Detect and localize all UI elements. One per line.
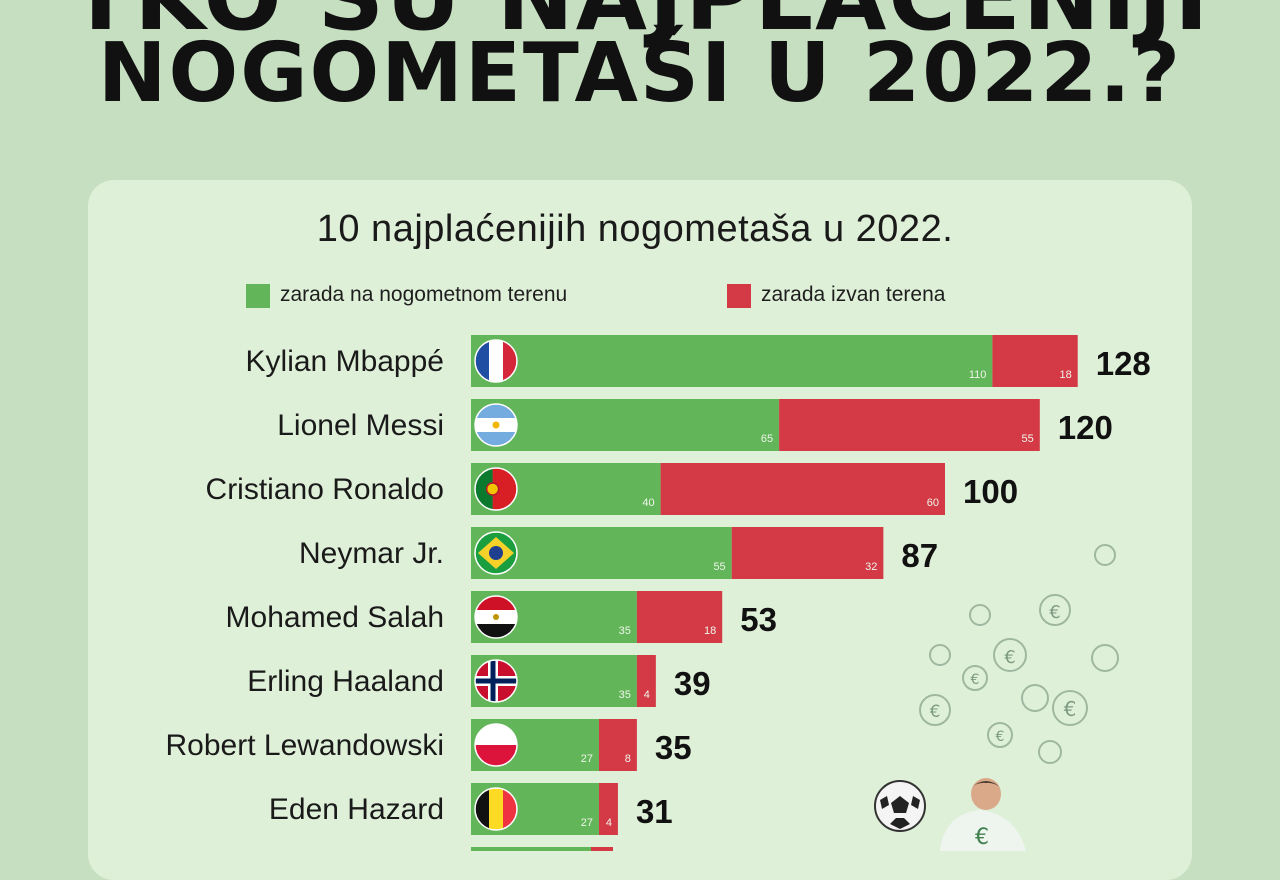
legend-swatch-on-field bbox=[246, 284, 270, 308]
bar-chart: Kylian Mbappé 110 18 128 Lionel Messi 65 55 120… bbox=[166, 335, 1151, 851]
player-name: Robert Lewandowski bbox=[166, 729, 444, 762]
flag-icon bbox=[475, 724, 517, 766]
flag-icon-ring bbox=[474, 339, 518, 383]
value-label-on-field: 27 bbox=[581, 753, 593, 765]
flag-icon-ring bbox=[474, 595, 518, 639]
svg-text:€: € bbox=[1064, 697, 1077, 721]
player-name: Mohamed Salah bbox=[226, 601, 444, 634]
bar-off-field bbox=[598, 783, 618, 835]
value-label-on-field: 55 bbox=[713, 561, 725, 573]
legend-label-on-field: zarada na nogometnom terenu bbox=[280, 283, 568, 306]
bar-on-field bbox=[471, 335, 993, 387]
svg-text:€: € bbox=[930, 702, 941, 722]
player-name: Lionel Messi bbox=[277, 409, 444, 442]
bar-partial-off-field bbox=[591, 847, 613, 851]
footballer-illustration: € bbox=[940, 778, 1026, 851]
bar-partial-on-field bbox=[471, 847, 591, 851]
svg-text:€: € bbox=[975, 825, 989, 850]
flag-icon bbox=[475, 468, 517, 510]
flag-icon-ring bbox=[474, 787, 518, 831]
player-name: Cristiano Ronaldo bbox=[206, 473, 444, 506]
total-label: 31 bbox=[636, 793, 673, 830]
value-label-on-field: 40 bbox=[642, 497, 654, 509]
svg-text:€: € bbox=[1049, 602, 1060, 623]
player-name: Kylian Mbappé bbox=[246, 345, 444, 378]
flag-icon-ring bbox=[474, 403, 518, 447]
value-label-off-field: 18 bbox=[1059, 369, 1071, 381]
value-label-on-field: 35 bbox=[619, 625, 631, 637]
legend-label-off-field: zarada izvan terena bbox=[761, 283, 946, 306]
flag-icon-ring bbox=[474, 723, 518, 767]
flag-icon bbox=[475, 532, 517, 574]
value-label-off-field: 18 bbox=[704, 625, 716, 637]
chart-title: 10 najplaćenijih nogometaša u 2022. bbox=[316, 208, 954, 250]
value-label-off-field: 60 bbox=[927, 497, 939, 509]
total-label: 39 bbox=[674, 665, 711, 702]
value-label-off-field: 55 bbox=[1022, 433, 1034, 445]
svg-text:€: € bbox=[996, 729, 1005, 745]
bar-off-field bbox=[636, 655, 656, 707]
total-label: 35 bbox=[655, 729, 692, 766]
player-name: Eden Hazard bbox=[269, 793, 444, 826]
bar-off-field bbox=[598, 719, 637, 771]
value-label-off-field: 4 bbox=[606, 817, 612, 829]
svg-text:€: € bbox=[1004, 647, 1015, 668]
total-label: 53 bbox=[740, 601, 777, 638]
headline-line-1: TKO SU NAJPLAĆENIJI bbox=[0, 0, 1280, 48]
bar-off-field bbox=[636, 591, 723, 643]
total-label: 87 bbox=[901, 537, 938, 574]
value-label-on-field: 65 bbox=[761, 433, 773, 445]
total-label: 120 bbox=[1058, 409, 1113, 446]
value-label-off-field: 4 bbox=[644, 689, 650, 701]
player-name: Neymar Jr. bbox=[299, 537, 444, 570]
bar-off-field bbox=[660, 463, 945, 515]
flag-icon-ring bbox=[474, 531, 518, 575]
football-icon bbox=[874, 780, 926, 832]
bar-off-field bbox=[779, 399, 1040, 451]
total-label: 100 bbox=[963, 473, 1018, 510]
flag-icon-ring bbox=[474, 659, 518, 703]
player-name: Erling Haaland bbox=[247, 665, 444, 698]
legend-swatch-off-field bbox=[727, 284, 751, 308]
euro-coins-illustration: € € € € € € bbox=[919, 544, 1119, 764]
value-label-on-field: 35 bbox=[619, 689, 631, 701]
value-label-on-field: 110 bbox=[969, 369, 987, 381]
bar-on-field bbox=[471, 399, 780, 451]
flag-icon-ring bbox=[474, 467, 518, 511]
value-label-off-field: 8 bbox=[625, 753, 631, 765]
value-label-off-field: 32 bbox=[865, 561, 877, 573]
svg-text:€: € bbox=[971, 672, 980, 688]
total-label: 128 bbox=[1096, 345, 1151, 382]
flag-icon bbox=[475, 660, 517, 702]
bar-off-field bbox=[731, 527, 884, 579]
value-label-on-field: 27 bbox=[581, 817, 593, 829]
bar-off-field bbox=[992, 335, 1078, 387]
headline-line-2: NOGOMETAŠI U 2022.? bbox=[97, 26, 1183, 121]
